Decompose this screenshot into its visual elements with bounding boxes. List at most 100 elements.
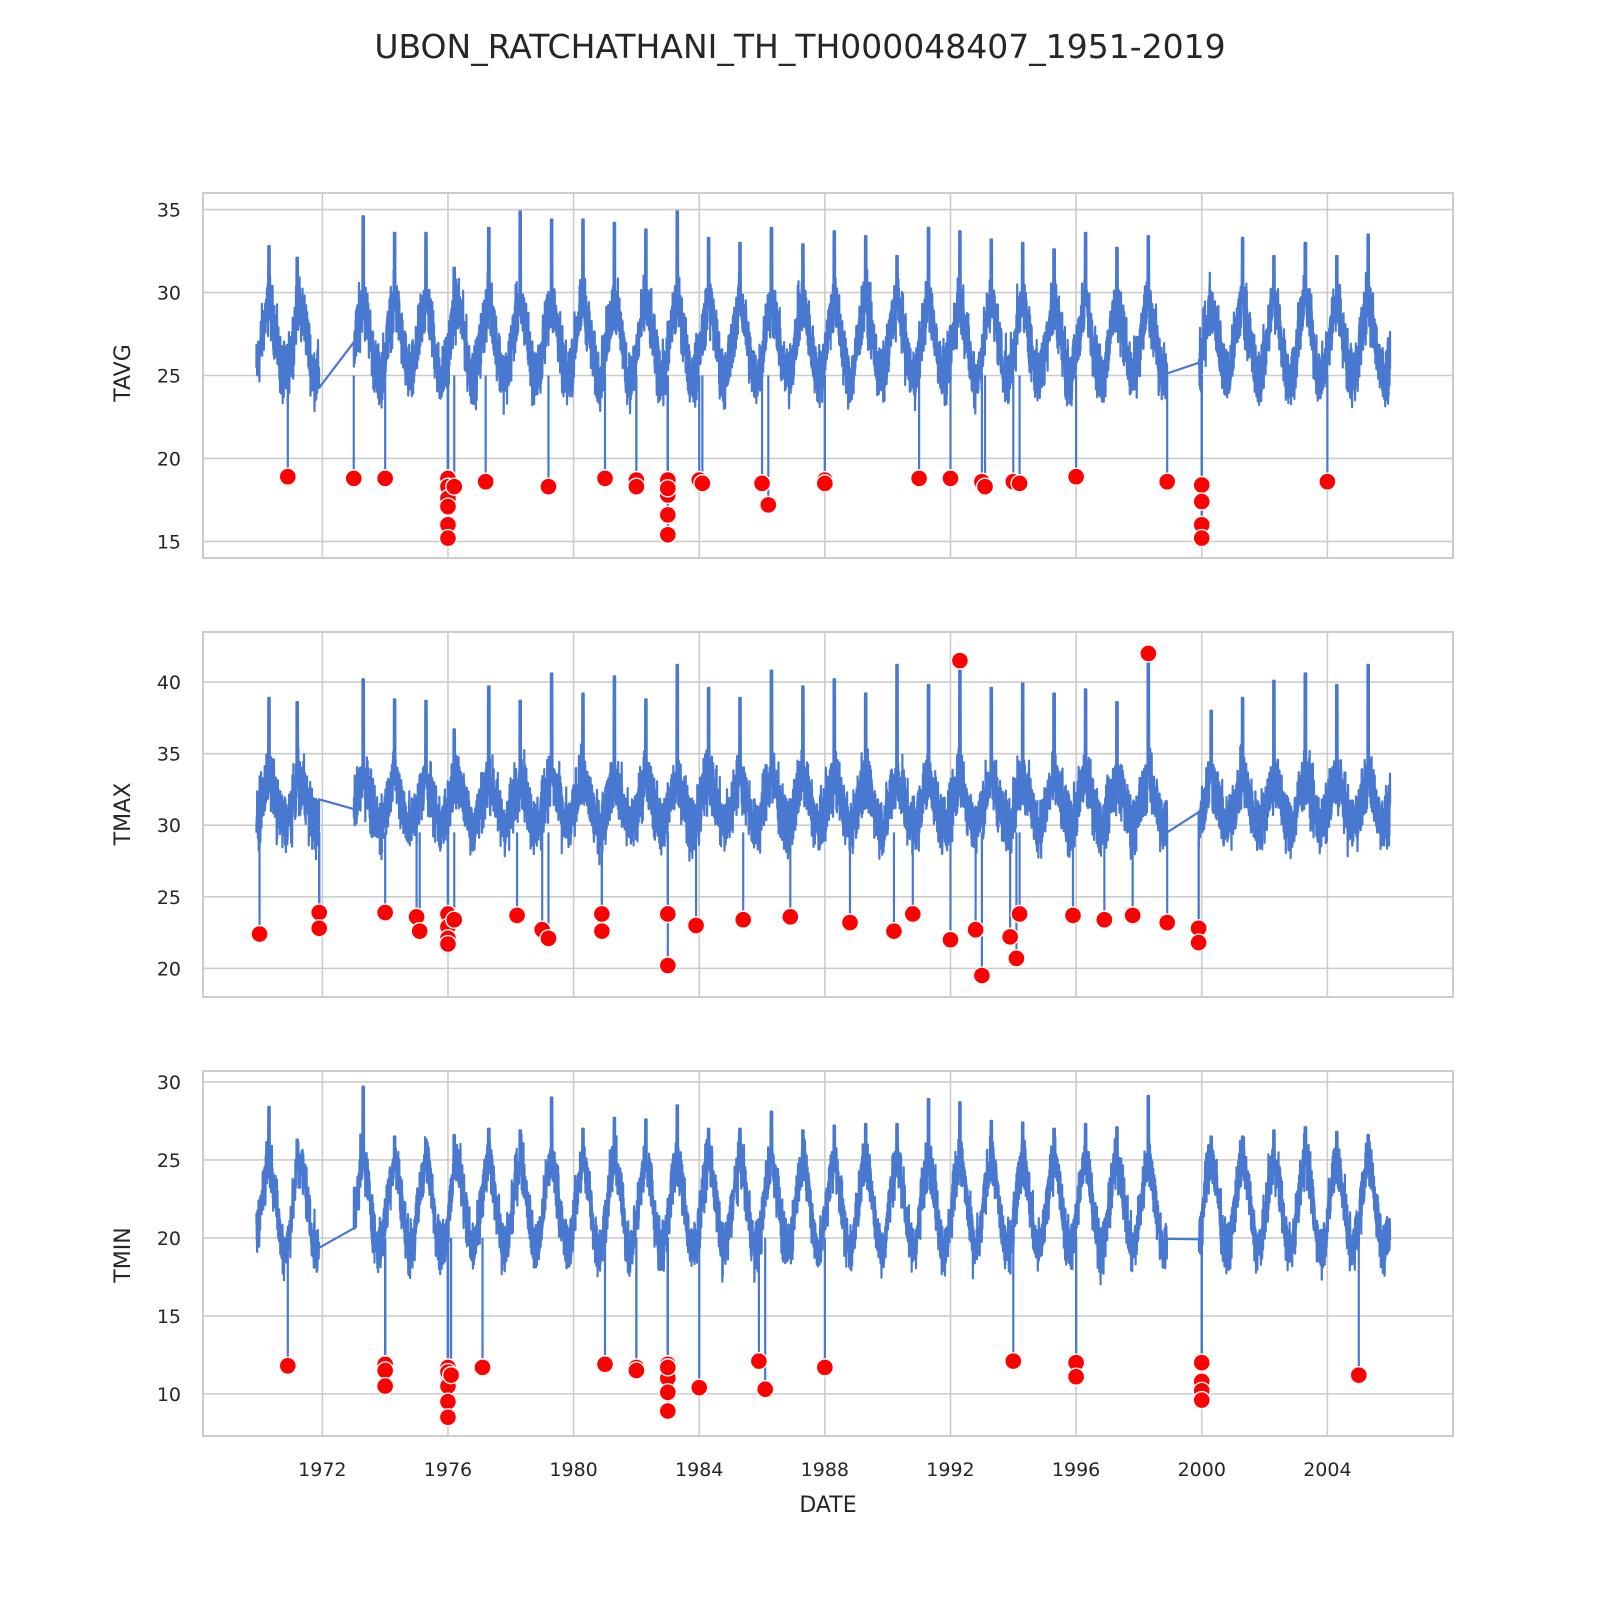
anomaly-point-tavg [658,479,678,498]
anomaly-point-tmin [473,1358,492,1377]
anomaly-point-tavg [1192,528,1211,548]
panel-tmax: TMAX 20 25 30 35 40 [111,631,1454,998]
y-tick-label-tavg: 15 [157,531,181,553]
y-tick-label-tmax: 35 [157,744,181,766]
anomaly-point-tmax [592,921,612,941]
anomaly-point-tmin [375,1361,395,1380]
anomaly-point-tmax [250,924,269,944]
series-line-tmax [255,653,1392,866]
anomaly-point-tmin [627,1361,646,1380]
anomaly-point-tmin [749,1351,769,1371]
anomaly-point-tavg [658,525,678,544]
anomaly-point-tmin [658,1383,678,1402]
anomaly-point-tmax [375,903,395,922]
anomaly-point-tmax [310,919,329,938]
anomaly-point-tavg [627,477,646,496]
anomaly-point-tavg [909,469,929,488]
anomaly-point-tavg [476,472,495,491]
anomaly-point-tmax [445,910,464,929]
anomaly-point-tavg [941,469,960,488]
anomaly-point-tmax [410,921,429,941]
anomaly-point-tmax [781,907,800,927]
anomaly-point-tmin [1066,1367,1086,1386]
anomaly-point-tmax [734,910,753,929]
anomaly-point-tmin [441,1365,461,1385]
y-tick-label-tmax: 40 [157,672,181,694]
y-tick-label-tavg: 35 [157,200,181,222]
y-axis-label-tmin: TMIN [111,1227,136,1283]
anomaly-point-tavg [693,474,712,493]
axes-frame-tmin [202,1070,1454,1437]
anomaly-point-tavg [1318,472,1337,491]
anomaly-point-tmax [903,904,922,924]
x-tick-label: 1992 [926,1459,974,1481]
anomaly-point-tmin [1192,1353,1211,1372]
anomaly-point-tavg [1066,467,1086,486]
anomaly-point-tmax [972,966,992,985]
y-tick-label-tmax: 25 [157,887,181,909]
y-tick-label-tmax: 20 [157,958,181,980]
x-axis-label: DATE [799,1493,856,1518]
anomaly-point-tmin [815,1358,835,1377]
anomaly-point-tmin [375,1376,395,1396]
y-tick-label-tmin: 25 [157,1150,181,1172]
x-tick-label: 1972 [298,1459,346,1481]
x-tick-label: 1984 [675,1459,723,1481]
anomaly-point-tavg [752,474,772,493]
anomaly-point-tavg [375,469,395,488]
y-axis-label-tavg: TAVG [111,344,136,402]
anomaly-point-tmax [658,904,678,924]
anomaly-point-tmax [1010,904,1029,924]
anomaly-point-tmax [840,913,860,932]
anomaly-point-tmin [1192,1390,1211,1410]
anomaly-point-tmax [884,921,904,941]
anomaly-point-tmin [658,1401,678,1421]
anomaly-point-tmax [1189,933,1208,952]
anomaly-point-tmax [950,651,970,670]
y-tick-label-tavg: 25 [157,366,181,388]
anomaly-point-tavg [975,477,995,496]
anomaly-point-tavg [1157,472,1177,491]
anomaly-point-tmax [686,916,706,935]
chart-title: UBON_RATCHATHANI_TH_TH000048407_1951-201… [374,27,1225,66]
x-tick-label: 2000 [1178,1459,1226,1481]
axes-frame-tmax [202,631,1454,998]
y-tick-label-tmin: 15 [157,1306,181,1328]
anomaly-point-tavg [278,467,297,486]
panel-tavg: TAVG 15 20 25 30 35 [111,192,1454,559]
y-tick-label-tmin: 20 [157,1228,181,1250]
anomaly-point-tmin [278,1356,297,1376]
anomaly-point-tmin [1349,1365,1368,1385]
y-tick-label-tmin: 10 [157,1384,181,1406]
anomaly-point-tmax [966,920,985,939]
anomaly-point-tmin [438,1392,458,1411]
anomaly-point-tavg [445,477,464,496]
y-tick-label-tmax: 30 [157,815,181,837]
anomaly-point-tmin [1004,1351,1023,1371]
anomaly-point-tavg [595,469,615,488]
anomaly-point-tmax [1139,644,1158,663]
anomaly-point-tavg [1192,475,1211,495]
y-tick-label-tmin: 30 [157,1072,181,1094]
x-tick-label: 1996 [1052,1459,1100,1481]
anomaly-point-tavg [759,495,778,515]
anomaly-point-tavg [815,474,835,493]
anomaly-point-tmin [658,1358,678,1377]
series-line-tmin [255,1085,1392,1286]
anomaly-point-tmax [592,904,612,924]
anomaly-point-tmax [1063,906,1083,925]
anomaly-point-tmax [1123,906,1142,925]
anomaly-point-tmax [507,906,527,925]
anomaly-point-tavg [1010,474,1029,493]
x-tick-label: 1980 [549,1459,597,1481]
x-tick-label: 2004 [1303,1459,1351,1481]
anomaly-point-tmax [539,929,558,948]
anomaly-point-tmax [658,956,678,975]
anomaly-point-tmin [438,1408,458,1427]
anomaly-point-tavg [1192,492,1211,511]
series-line-tavg [255,210,1392,415]
y-tick-label-tavg: 30 [157,283,181,305]
anomaly-point-tmax [438,934,458,954]
